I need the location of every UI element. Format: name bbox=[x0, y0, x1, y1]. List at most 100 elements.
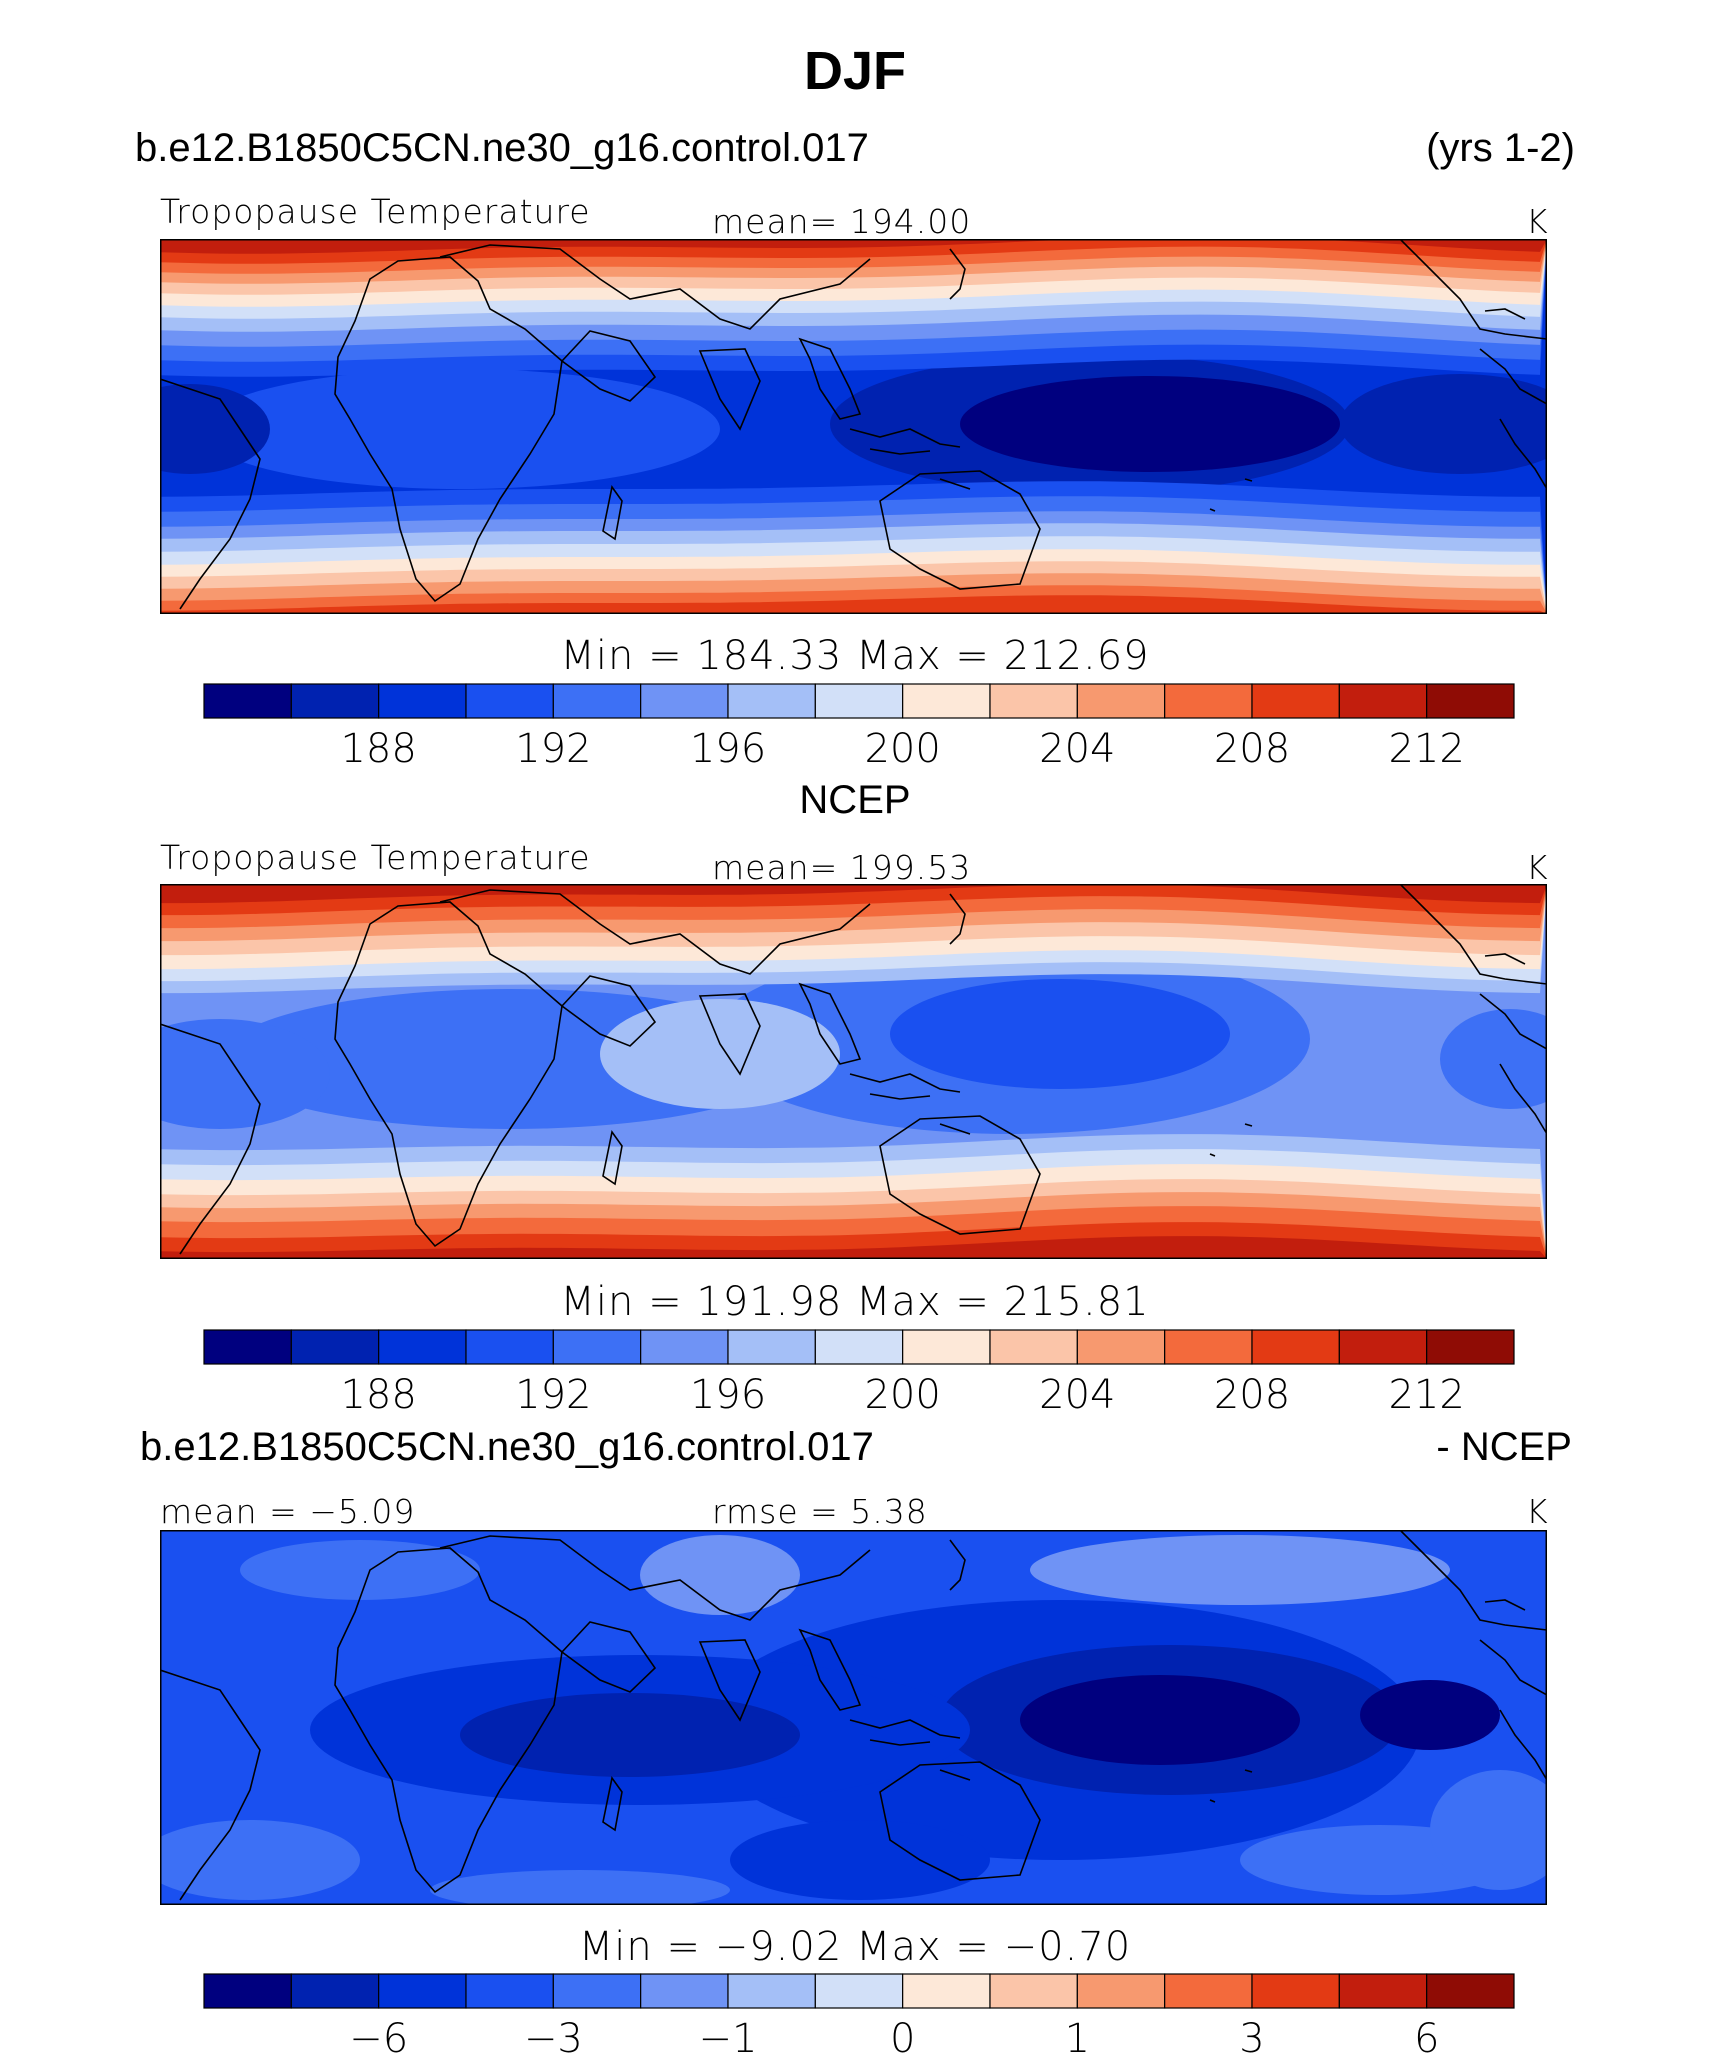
case-title-2: NCEP bbox=[799, 778, 911, 822]
contour-blob bbox=[1340, 374, 1547, 474]
colorbar-tick-label: 212 bbox=[1388, 1372, 1464, 1418]
colorbar-box-6 bbox=[727, 1973, 816, 2009]
mean-label-1: mean= 194.00 bbox=[712, 202, 972, 241]
coastlines bbox=[160, 239, 1547, 610]
colorbar-box-9 bbox=[989, 683, 1078, 719]
contour-blob bbox=[1360, 1680, 1500, 1750]
contour-band-north bbox=[160, 884, 1547, 904]
colorbar-box-6 bbox=[727, 683, 816, 719]
colorbar-tick-label: 3 bbox=[1239, 2016, 1264, 2062]
colorbar-box-1 bbox=[290, 1329, 380, 1365]
minmax-label-3: Min = −9.02 Max = −0.70 bbox=[578, 1924, 1132, 1970]
colorbar-box-11 bbox=[1164, 1329, 1253, 1365]
colorbar-tick-label: 196 bbox=[690, 1372, 766, 1418]
map-panel-2 bbox=[160, 884, 1547, 1259]
minmax-label-2: Min = 191.98 Max = 215.81 bbox=[560, 1279, 1150, 1325]
colorbar-tick-label: −3 bbox=[524, 2016, 583, 2062]
case-title-3: b.e12.B1850C5CN.ne30_g16.control.017 bbox=[140, 1425, 874, 1469]
colorbar-box-2 bbox=[378, 1973, 467, 2009]
colorbar-box-14 bbox=[1426, 1329, 1515, 1365]
colorbar-box-14 bbox=[1426, 1973, 1515, 2009]
colorbar-box-7 bbox=[814, 1973, 904, 2009]
minmax-label-1: Min = 184.33 Max = 212.69 bbox=[560, 633, 1150, 679]
map-panel-3 bbox=[160, 1530, 1547, 1905]
contour-blob bbox=[160, 1019, 330, 1129]
colorbar-box-9 bbox=[989, 1329, 1078, 1365]
colorbar-1: 188 192 196 200 204 208 212 bbox=[203, 683, 1515, 772]
years-label: (yrs 1-2) bbox=[1426, 126, 1575, 170]
colorbar-box-9 bbox=[989, 1973, 1078, 2009]
colorbar-box-6 bbox=[727, 1329, 816, 1365]
colorbar-box-13 bbox=[1338, 1973, 1428, 2009]
page-title: DJF bbox=[803, 41, 906, 101]
colorbar-box-4 bbox=[552, 1973, 642, 2009]
colorbar-box-10 bbox=[1076, 1973, 1166, 2009]
contour-blob bbox=[160, 384, 270, 474]
colorbar-box-10 bbox=[1076, 683, 1166, 719]
colorbar-box-4 bbox=[552, 1329, 642, 1365]
contour-band-south bbox=[160, 595, 1547, 614]
case-title-1: b.e12.B1850C5CN.ne30_g16.control.017 bbox=[135, 126, 869, 170]
colorbar-tick-label: 204 bbox=[1039, 726, 1115, 772]
contour-blob bbox=[430, 1870, 730, 1905]
units-label-1: K bbox=[1526, 202, 1549, 241]
colorbar-box-3 bbox=[465, 683, 554, 719]
colorbar-tick-label: 208 bbox=[1214, 1372, 1290, 1418]
contour-blob bbox=[600, 999, 840, 1109]
colorbar-box-4 bbox=[552, 683, 642, 719]
colorbar-box-3 bbox=[465, 1329, 554, 1365]
colorbar-box-8 bbox=[902, 683, 991, 719]
colorbar-box-12 bbox=[1251, 1329, 1340, 1365]
colorbar-box-5 bbox=[640, 1973, 729, 2009]
contour-blob bbox=[240, 1540, 480, 1600]
colorbar-box-13 bbox=[1338, 683, 1428, 719]
contour-blob bbox=[200, 369, 720, 489]
diff-suffix: - NCEP bbox=[1436, 1425, 1572, 1469]
contour-blob bbox=[1430, 1770, 1547, 1890]
contour-blob bbox=[460, 1693, 800, 1777]
colorbar-tick-label: 0 bbox=[890, 2016, 915, 2062]
colorbar-box-0 bbox=[203, 683, 292, 719]
contour-blob bbox=[890, 979, 1230, 1089]
mean-label-3: mean = −5.09 bbox=[160, 1492, 416, 1531]
colorbar-box-2 bbox=[378, 1329, 467, 1365]
colorbar-3: −6 −3 −1 0 1 3 6 bbox=[203, 1973, 1515, 2062]
contour-blob bbox=[960, 376, 1340, 472]
variable-label-2: Tropopause Temperature bbox=[160, 838, 591, 877]
colorbar-2: 188 192 196 200 204 208 212 bbox=[203, 1329, 1515, 1418]
colorbar-box-14 bbox=[1426, 683, 1515, 719]
colorbar-box-11 bbox=[1164, 683, 1253, 719]
colorbar-tick-label: 6 bbox=[1414, 2016, 1439, 2062]
colorbar-tick-label: −6 bbox=[349, 2016, 408, 2062]
contour-band-north bbox=[160, 239, 1547, 254]
colorbar-tick-label: 1 bbox=[1065, 2016, 1090, 2062]
colorbar-box-8 bbox=[902, 1973, 991, 2009]
coastlines bbox=[160, 884, 1547, 1255]
colorbar-tick-label: 192 bbox=[515, 1372, 591, 1418]
mean-label-2: mean= 199.53 bbox=[712, 848, 972, 887]
colorbar-tick-label: 192 bbox=[515, 726, 591, 772]
colorbar-box-5 bbox=[640, 683, 729, 719]
contour-blob bbox=[160, 1820, 360, 1900]
colorbar-tick-label: 200 bbox=[864, 726, 940, 772]
units-label-3: K bbox=[1526, 1492, 1549, 1531]
contour-blob bbox=[1020, 1675, 1300, 1765]
colorbar-box-1 bbox=[290, 683, 380, 719]
map-frame bbox=[160, 884, 1547, 1259]
colorbar-tick-label: 196 bbox=[690, 726, 766, 772]
colorbar-tick-label: 188 bbox=[340, 726, 416, 772]
colorbar-box-3 bbox=[465, 1973, 554, 2009]
colorbar-tick-label: 204 bbox=[1039, 1372, 1115, 1418]
colorbar-box-12 bbox=[1251, 683, 1340, 719]
map-panel-1 bbox=[160, 239, 1547, 614]
colorbar-box-13 bbox=[1338, 1329, 1428, 1365]
colorbar-box-12 bbox=[1251, 1973, 1340, 2009]
coastlines bbox=[160, 1530, 1547, 1901]
colorbar-tick-label: 200 bbox=[864, 1372, 940, 1418]
colorbar-box-0 bbox=[203, 1329, 292, 1365]
colorbar-box-7 bbox=[814, 1329, 904, 1365]
colorbar-tick-label: −1 bbox=[699, 2016, 758, 2062]
colorbar-box-2 bbox=[378, 683, 467, 719]
contour-blob bbox=[730, 1820, 990, 1900]
contour-band-south bbox=[160, 1236, 1547, 1259]
